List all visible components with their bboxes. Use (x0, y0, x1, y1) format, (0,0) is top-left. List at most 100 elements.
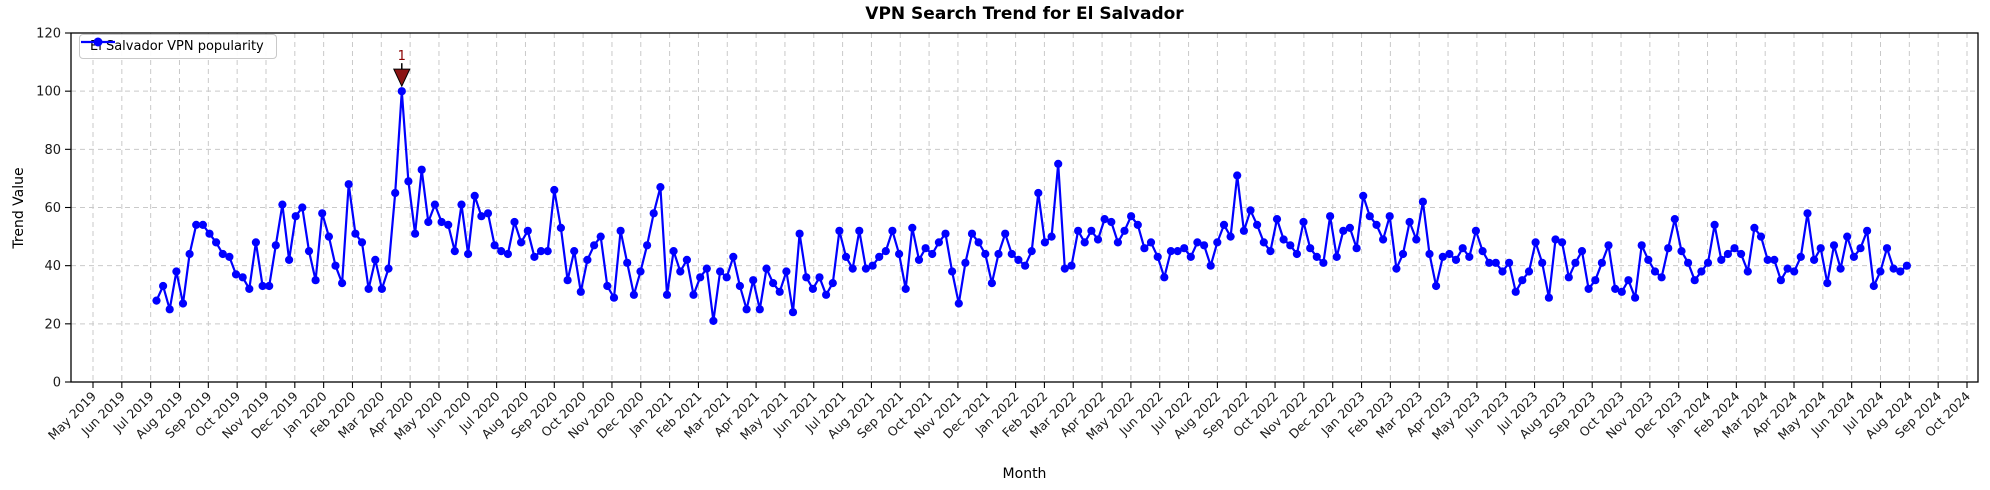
data-point (696, 273, 705, 282)
data-point (304, 247, 314, 256)
data-point (729, 252, 738, 261)
data-point (1863, 226, 1872, 235)
data-point (782, 267, 791, 276)
data-point (1498, 267, 1507, 276)
data-point (384, 264, 393, 273)
data-point (517, 238, 526, 247)
data-point (291, 212, 300, 221)
data-point (1703, 258, 1713, 267)
data-point (861, 264, 871, 273)
data-point (941, 229, 950, 238)
data-point (629, 290, 639, 299)
data-point (1339, 226, 1348, 235)
data-point (802, 273, 811, 282)
data-point (503, 249, 512, 259)
data-point (895, 249, 904, 259)
x-axis-label: Month (1002, 466, 1047, 482)
data-point (1478, 247, 1487, 256)
data-point (1558, 238, 1567, 247)
data-point (530, 252, 539, 261)
data-point (1312, 252, 1321, 261)
y-tick-label: 0 (53, 376, 61, 391)
data-point (338, 279, 347, 288)
data-point (1697, 267, 1706, 276)
data-point (1080, 238, 1089, 247)
data-point (735, 281, 745, 291)
data-point (1047, 232, 1056, 241)
data-point (1372, 220, 1381, 229)
data-point (1611, 284, 1620, 293)
annotation-text: 1 (398, 49, 406, 64)
data-point (1007, 249, 1016, 259)
data-point (1239, 226, 1248, 235)
data-point (742, 305, 751, 314)
data-point (828, 279, 837, 288)
data-point (1458, 244, 1467, 253)
data-point (1637, 241, 1646, 250)
data-point (311, 276, 320, 285)
data-point (808, 284, 818, 293)
data-point (1286, 241, 1295, 250)
data-point (1266, 247, 1275, 256)
data-point (1246, 206, 1255, 215)
data-point (1624, 276, 1633, 285)
data-point (1299, 217, 1308, 227)
data-point (1737, 249, 1746, 259)
data-point (1074, 226, 1083, 235)
data-point (1127, 212, 1136, 221)
data-point (570, 247, 579, 256)
data-point (231, 270, 241, 279)
data-point (371, 255, 380, 264)
data-point (662, 290, 672, 299)
data-point (616, 226, 625, 235)
data-point (218, 249, 227, 259)
data-point (556, 223, 566, 232)
data-point (974, 238, 983, 247)
data-point (1193, 238, 1202, 247)
data-point (954, 299, 963, 308)
data-point (212, 238, 221, 247)
data-point (888, 226, 897, 235)
data-point (1763, 255, 1772, 264)
data-point (868, 261, 877, 270)
y-axis-label: Trend Value (11, 167, 27, 249)
data-point (875, 252, 884, 261)
data-point (1524, 267, 1534, 276)
data-point (1571, 258, 1580, 267)
data-point (1617, 287, 1626, 296)
data-point (948, 267, 957, 276)
data-point (1730, 244, 1739, 253)
data-point (1485, 258, 1494, 267)
data-point (835, 226, 844, 235)
data-point (205, 229, 214, 238)
data-point (1412, 235, 1421, 244)
data-point (815, 273, 824, 282)
data-point (769, 279, 778, 288)
data-point (331, 261, 340, 270)
data-point (1869, 281, 1878, 291)
data-point (755, 305, 764, 314)
data-point (596, 232, 605, 241)
data-point (1034, 188, 1043, 198)
data-point (1445, 249, 1454, 259)
data-point (1664, 244, 1673, 253)
data-point (1597, 258, 1606, 267)
data-point (643, 241, 652, 250)
data-point (238, 273, 247, 282)
data-point (1810, 255, 1819, 264)
data-point (437, 217, 446, 227)
data-point (1113, 238, 1122, 247)
data-point (928, 249, 937, 259)
data-point (762, 264, 771, 273)
data-point (324, 232, 333, 241)
data-point (404, 177, 413, 186)
data-point (788, 308, 798, 317)
data-point (1365, 212, 1374, 221)
data-point (848, 264, 857, 273)
data-point (1319, 258, 1328, 267)
data-point (536, 247, 546, 256)
data-point (1226, 232, 1235, 241)
data-point (457, 200, 466, 209)
